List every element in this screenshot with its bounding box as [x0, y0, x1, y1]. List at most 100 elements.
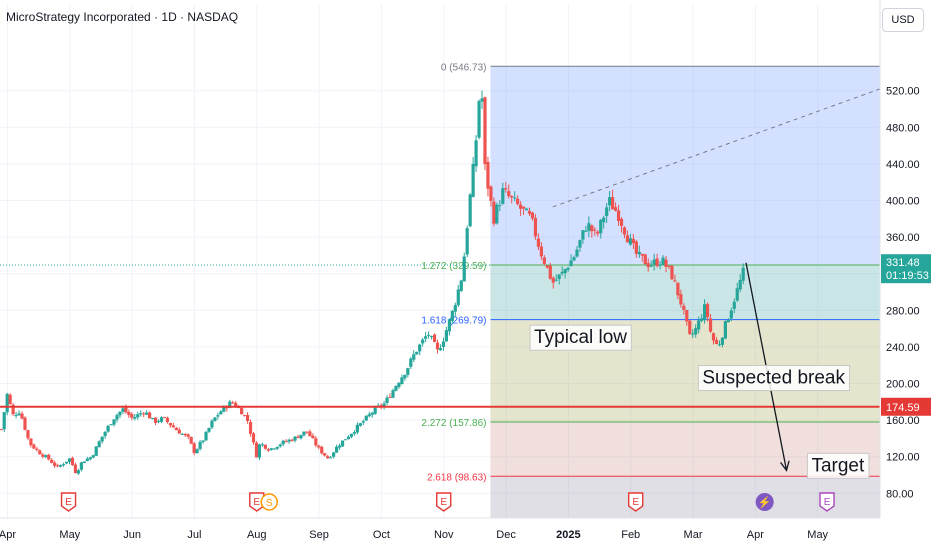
- annotation-box: [806, 452, 870, 479]
- candle-body: [429, 336, 434, 338]
- event-marker[interactable]: E: [819, 492, 835, 512]
- annotation-text: Typical low: [534, 327, 627, 348]
- candle-body: [548, 265, 552, 279]
- candle-body: [557, 274, 561, 280]
- candle-body: [44, 455, 48, 458]
- candle-body: [483, 97, 487, 165]
- candle-body: [109, 424, 113, 426]
- candle-body: [121, 408, 125, 412]
- currency-selector[interactable]: USD: [882, 8, 924, 32]
- candle-body: [159, 417, 164, 422]
- candle-body: [67, 458, 72, 462]
- candle-body: [124, 407, 128, 413]
- earnings-marker-label: E: [65, 497, 72, 508]
- candle-body: [495, 204, 499, 224]
- candle-body: [418, 344, 422, 352]
- candle-body: [480, 98, 484, 102]
- candle-body: [400, 377, 404, 385]
- candle-body: [130, 414, 134, 418]
- candle-body: [533, 217, 538, 237]
- candle-body: [355, 424, 359, 433]
- candle-body: [616, 210, 621, 222]
- y-tick-label: 520.00: [886, 86, 920, 98]
- annotation-typical-low: Typical low: [529, 324, 632, 351]
- y-tick-label: 400.00: [886, 196, 920, 208]
- fib-zone: [490, 66, 880, 265]
- earnings-marker: [627, 492, 644, 512]
- candle-body: [82, 461, 86, 464]
- event-marker[interactable]: S: [260, 493, 278, 511]
- candle-body: [168, 422, 173, 426]
- candle-body: [115, 415, 119, 420]
- candle-body: [611, 197, 615, 210]
- candle-body: [676, 282, 680, 296]
- candle-body: [20, 413, 24, 419]
- y-tick-label: 80.00: [886, 488, 914, 500]
- arrow-head: [780, 460, 790, 472]
- candle-body: [652, 259, 656, 265]
- candle-body: [519, 204, 523, 209]
- event-marker[interactable]: ⚡: [755, 493, 774, 511]
- candle-body: [385, 397, 389, 403]
- x-tick-label: May: [59, 529, 80, 541]
- candle-body: [183, 433, 187, 436]
- candle-body: [563, 269, 567, 274]
- candle-body: [462, 256, 466, 282]
- candle-body: [0, 429, 3, 431]
- candle-body: [305, 431, 309, 433]
- candle-body: [732, 301, 736, 309]
- candle-body: [207, 427, 211, 432]
- candle-body: [243, 415, 247, 417]
- candle-body: [284, 441, 288, 443]
- candle-body: [320, 446, 324, 454]
- candle-body: [231, 402, 235, 404]
- candle-body: [79, 462, 83, 470]
- candle-body: [524, 208, 529, 211]
- y-tick-label: 240.00: [886, 342, 920, 354]
- countdown-value: 01:19:53: [886, 270, 929, 282]
- event-marker[interactable]: E: [627, 492, 644, 512]
- candle-body: [70, 457, 75, 465]
- candle-body: [97, 441, 101, 448]
- last-price-value: 331.48: [886, 257, 920, 269]
- candle-body: [133, 417, 137, 419]
- event-marker[interactable]: E: [436, 492, 452, 512]
- candle-body: [171, 425, 175, 428]
- x-tick-label: Nov: [434, 529, 454, 541]
- candle-body: [35, 448, 39, 450]
- earnings-marker-label: E: [632, 497, 639, 508]
- candle-body: [254, 442, 259, 458]
- candle-body: [661, 257, 665, 265]
- candle-body: [438, 348, 443, 351]
- earnings-marker-label: E: [440, 497, 447, 508]
- y-tick-label: 120.00: [886, 452, 920, 464]
- candle-body: [664, 259, 668, 267]
- candle-body: [453, 305, 457, 312]
- event-marker[interactable]: E: [249, 492, 265, 512]
- candle-body: [450, 310, 454, 321]
- candle-body: [406, 368, 410, 375]
- candle-body: [492, 201, 496, 224]
- x-tick-label: Dec: [496, 529, 516, 541]
- earnings-marker-label: E: [824, 497, 831, 508]
- support-price-value: 174.59: [886, 402, 920, 414]
- candle-body: [240, 408, 244, 415]
- candle-body: [103, 431, 107, 437]
- candle-body: [640, 253, 644, 256]
- candle-body: [468, 194, 472, 227]
- candle-body: [153, 417, 158, 423]
- candle-body: [189, 436, 193, 444]
- event-marker[interactable]: E: [60, 492, 77, 512]
- candle-body: [602, 217, 606, 223]
- candle-body: [136, 414, 140, 418]
- time-axis: [0, 518, 880, 550]
- earnings-marker: [60, 492, 77, 512]
- annotation-box: [529, 324, 632, 351]
- candle-body: [64, 461, 69, 464]
- candle-body: [26, 430, 30, 439]
- candle-body: [421, 339, 425, 344]
- candle-body: [263, 444, 267, 449]
- candle-body: [679, 294, 683, 305]
